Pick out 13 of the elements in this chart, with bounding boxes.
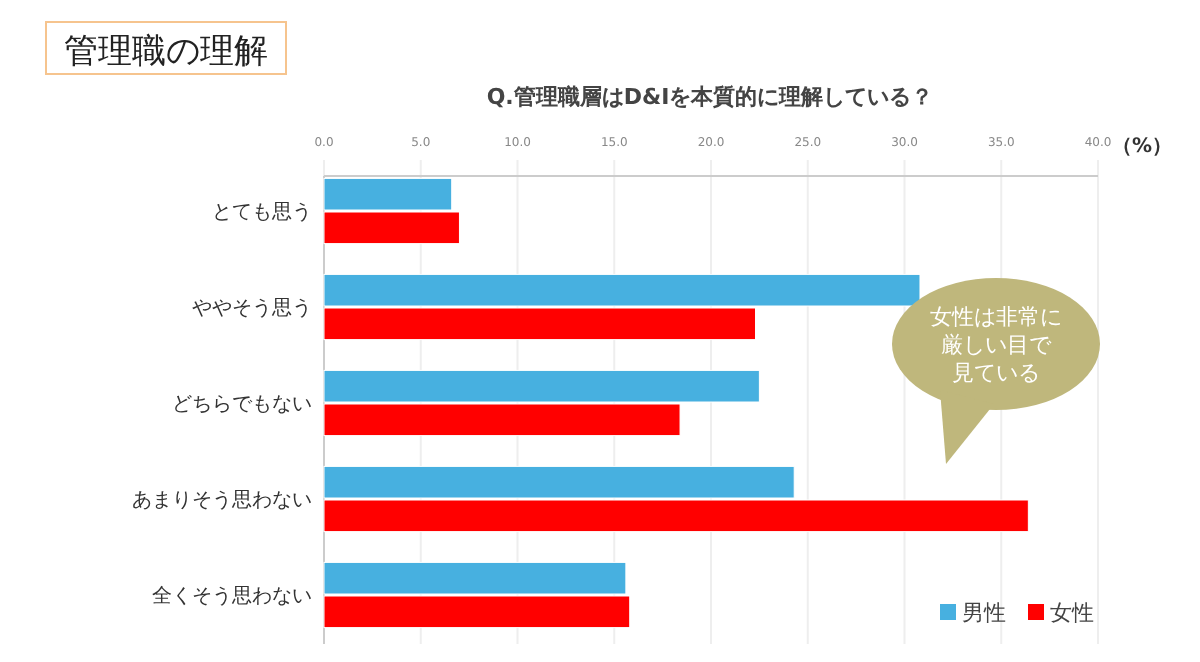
annotation: 女性は非常に: [930, 304, 1062, 330]
chart-subtitle: Q.管理職層はD&Iを本質的に理解している？: [486, 84, 934, 110]
text: （%）: [1112, 136, 1173, 158]
y-tick-label: ややそう思う: [192, 298, 312, 320]
y-tick-label: とても思う: [212, 202, 312, 224]
y-tick-label: あまりそう思わない: [132, 490, 312, 512]
y-tick-label: 全くそう思わない: [152, 584, 312, 608]
annotation: 見ている: [952, 360, 1040, 386]
annotation: 厳しい目で: [941, 332, 1053, 358]
legend-label: 男性: [962, 600, 1006, 626]
legend-label: 女性: [1050, 600, 1094, 626]
y-tick-label: どちらでもない: [172, 394, 312, 416]
chart-title: 管理職の理解: [64, 32, 268, 72]
